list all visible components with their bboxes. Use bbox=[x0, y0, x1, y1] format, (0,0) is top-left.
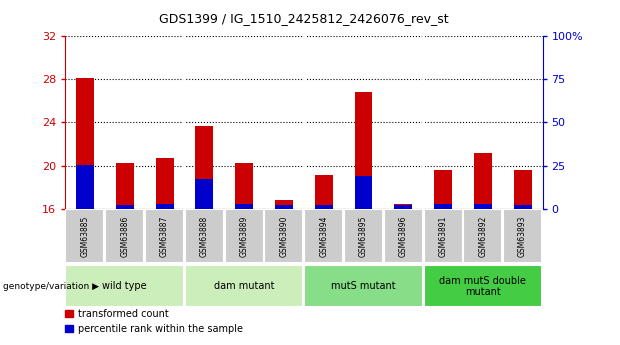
Bar bbox=[474, 204, 492, 209]
Text: wild type: wild type bbox=[102, 282, 147, 291]
Text: GSM63886: GSM63886 bbox=[120, 216, 130, 257]
Bar bbox=[76, 165, 94, 209]
Text: GSM63892: GSM63892 bbox=[478, 216, 487, 257]
Bar bbox=[513, 170, 531, 209]
Bar bbox=[315, 205, 333, 209]
Bar bbox=[224, 209, 264, 263]
Text: GSM63895: GSM63895 bbox=[359, 216, 368, 257]
Bar bbox=[185, 209, 224, 263]
Text: dam mutant: dam mutant bbox=[214, 282, 275, 291]
Text: GSM63896: GSM63896 bbox=[399, 216, 408, 257]
Bar bbox=[76, 78, 94, 209]
Bar bbox=[344, 209, 383, 263]
Bar bbox=[105, 209, 144, 263]
Text: genotype/variation ▶: genotype/variation ▶ bbox=[3, 282, 99, 291]
Text: GSM63894: GSM63894 bbox=[319, 216, 328, 257]
Bar bbox=[355, 176, 373, 209]
Bar bbox=[116, 164, 134, 209]
Bar bbox=[235, 164, 253, 209]
Bar bbox=[116, 205, 134, 209]
Bar bbox=[394, 205, 412, 209]
Bar bbox=[423, 265, 542, 307]
Bar bbox=[156, 158, 174, 209]
Text: GSM63889: GSM63889 bbox=[239, 216, 249, 257]
Bar bbox=[355, 92, 373, 209]
Bar bbox=[66, 265, 184, 307]
Bar bbox=[195, 179, 213, 209]
Text: GSM63891: GSM63891 bbox=[438, 216, 448, 257]
Bar bbox=[503, 209, 542, 263]
Bar bbox=[195, 126, 213, 209]
Bar bbox=[434, 204, 452, 209]
Bar bbox=[513, 205, 531, 209]
Bar bbox=[185, 265, 303, 307]
Bar bbox=[474, 152, 492, 209]
Text: dam mutS double
mutant: dam mutS double mutant bbox=[440, 276, 526, 297]
Bar bbox=[66, 209, 105, 263]
Bar bbox=[275, 200, 293, 209]
Bar bbox=[394, 204, 412, 209]
Text: GSM63893: GSM63893 bbox=[518, 216, 527, 257]
Text: GSM63887: GSM63887 bbox=[160, 216, 169, 257]
Bar bbox=[304, 209, 343, 263]
Bar bbox=[145, 209, 184, 263]
Text: mutS mutant: mutS mutant bbox=[331, 282, 396, 291]
Bar bbox=[463, 209, 502, 263]
Bar bbox=[156, 204, 174, 209]
Bar bbox=[275, 205, 293, 209]
Bar bbox=[384, 209, 423, 263]
Text: GSM63890: GSM63890 bbox=[280, 216, 288, 257]
Bar bbox=[235, 204, 253, 209]
Bar bbox=[423, 209, 463, 263]
Bar bbox=[304, 265, 423, 307]
Bar bbox=[315, 175, 333, 209]
Text: GSM63888: GSM63888 bbox=[200, 216, 209, 257]
Bar bbox=[434, 170, 452, 209]
Text: GDS1399 / IG_1510_2425812_2426076_rev_st: GDS1399 / IG_1510_2425812_2426076_rev_st bbox=[159, 12, 449, 25]
Legend: transformed count, percentile rank within the sample: transformed count, percentile rank withi… bbox=[65, 309, 243, 334]
Bar bbox=[264, 209, 303, 263]
Text: GSM63885: GSM63885 bbox=[81, 216, 89, 257]
